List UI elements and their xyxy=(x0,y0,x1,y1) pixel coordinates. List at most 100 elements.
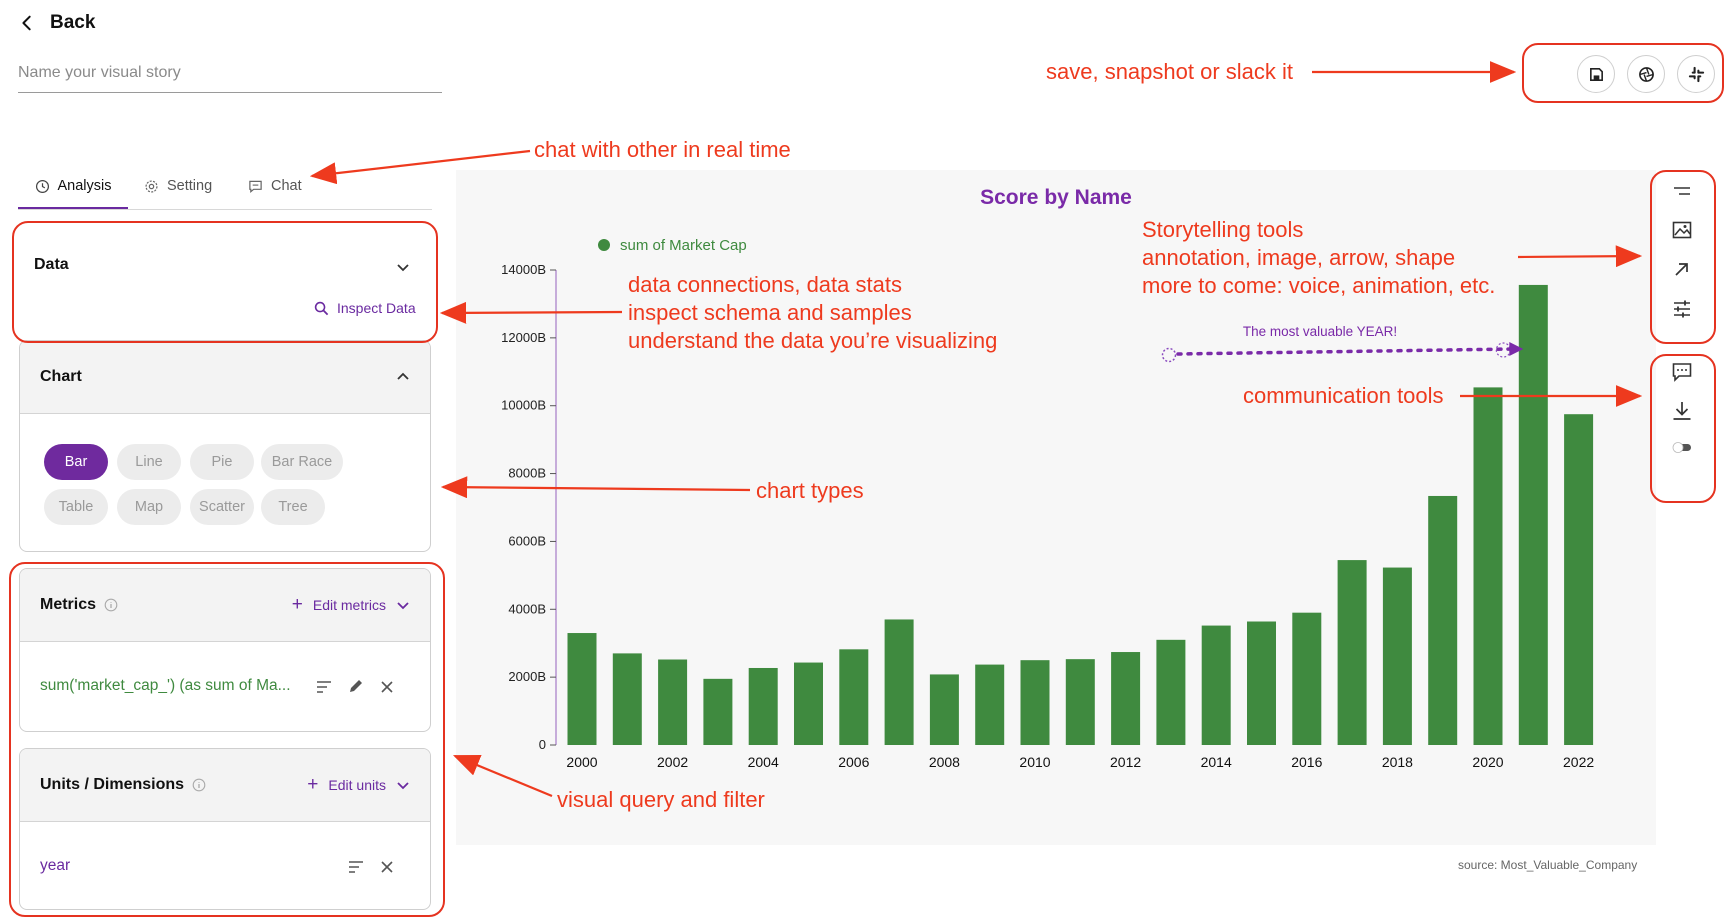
bar xyxy=(658,659,688,745)
metrics-panel-header: Metrics + Edit metrics xyxy=(20,569,430,642)
image-tool-button[interactable] xyxy=(1667,215,1697,245)
chart-type-line[interactable]: Line xyxy=(117,444,181,480)
save-button[interactable] xyxy=(1577,55,1615,93)
back-button[interactable]: Back xyxy=(18,12,95,34)
bar xyxy=(1111,652,1141,745)
tab-setting[interactable]: Setting xyxy=(144,165,212,207)
bar xyxy=(929,674,959,745)
chart-type-scatter[interactable]: Scatter xyxy=(190,489,254,525)
back-label: Back xyxy=(50,12,96,33)
bar xyxy=(1247,621,1276,745)
download-tool-button[interactable] xyxy=(1667,396,1697,426)
x-tick-label: 2006 xyxy=(838,754,869,770)
arrow-up-right-icon xyxy=(1675,263,1688,276)
chart-type-tree[interactable]: Tree xyxy=(261,489,325,525)
chart-type-pie[interactable]: Pie xyxy=(190,444,254,480)
info-icon xyxy=(104,598,118,612)
y-tick-label: 0 xyxy=(539,737,546,752)
inspect-data-link[interactable]: Inspect Data xyxy=(314,300,416,316)
bar xyxy=(612,653,642,745)
chevron-up-icon[interactable] xyxy=(396,370,410,384)
highlight-box xyxy=(12,221,438,343)
shape-tool-button[interactable] xyxy=(1667,294,1697,324)
annotation-tool-button[interactable] xyxy=(1667,176,1697,206)
x-tick-label: 2016 xyxy=(1291,754,1322,770)
toggle-icon xyxy=(1672,442,1691,453)
chevron-down-icon xyxy=(397,782,409,790)
callout-data-line: inspect schema and samples xyxy=(628,300,912,325)
search-icon xyxy=(314,301,329,315)
highlight-box xyxy=(1522,43,1724,103)
clock-icon xyxy=(35,179,49,193)
highlight-box xyxy=(1650,170,1716,344)
chart-panel-header[interactable]: Chart xyxy=(20,341,430,414)
close-icon[interactable] xyxy=(380,680,394,694)
sort-icon[interactable] xyxy=(316,680,332,694)
save-icon xyxy=(1589,67,1603,81)
bar xyxy=(1201,625,1231,745)
metrics-panel: Metrics + Edit metrics sum('market_cap_'… xyxy=(19,568,431,732)
y-tick-label: 12000B xyxy=(501,330,546,345)
x-tick-label: 2014 xyxy=(1201,754,1232,770)
unit-item[interactable]: year xyxy=(40,857,71,874)
tab-analysis[interactable]: Analysis xyxy=(18,165,128,209)
chart-area: Score by Name sum of Market Cap 0 2000B 4000… xyxy=(456,170,1656,845)
edit-metrics-button[interactable]: + Edit metrics xyxy=(291,594,410,615)
sliders-icon xyxy=(1674,300,1690,318)
metrics-panel-title: Metrics xyxy=(40,596,97,613)
chart-type-table[interactable]: Table xyxy=(44,489,108,525)
slack-button[interactable] xyxy=(1677,55,1715,93)
bar xyxy=(567,633,597,745)
image-icon xyxy=(1672,221,1692,239)
plus-icon: + xyxy=(291,594,303,615)
chat-icon xyxy=(249,180,262,193)
comment-tool-button[interactable] xyxy=(1667,357,1697,387)
story-name-input[interactable] xyxy=(18,58,442,93)
minus-icon xyxy=(1674,187,1690,195)
chart-type-map[interactable]: Map xyxy=(117,489,181,525)
bar xyxy=(1337,560,1367,745)
highlight-box xyxy=(9,562,445,917)
y-tick-label: 10000B xyxy=(501,398,546,413)
x-tick-label: 2008 xyxy=(929,754,960,770)
pencil-icon[interactable] xyxy=(348,678,364,694)
edit-units-button[interactable]: + Edit units xyxy=(307,774,410,795)
tab-label: Analysis xyxy=(57,178,112,194)
legend-marker xyxy=(598,239,610,251)
bar xyxy=(975,664,1005,745)
slack-icon xyxy=(1688,66,1704,82)
x-tick-label: 2000 xyxy=(566,754,597,770)
bar xyxy=(1382,567,1412,745)
chart-type-bar-race[interactable]: Bar Race xyxy=(261,444,343,480)
bar xyxy=(1564,414,1594,745)
units-panel: Units / Dimensions + Edit units year xyxy=(19,748,431,910)
callout-query: visual query and filter xyxy=(557,787,765,812)
bar xyxy=(1518,284,1548,745)
close-icon[interactable] xyxy=(380,860,394,874)
snapshot-button[interactable] xyxy=(1627,55,1665,93)
chevron-down-icon[interactable] xyxy=(396,260,410,274)
toggle-switch[interactable] xyxy=(1667,432,1697,462)
arrow-tool-button[interactable] xyxy=(1667,254,1697,284)
chart-title: Score by Name xyxy=(980,186,1132,209)
chevron-left-icon xyxy=(22,15,31,31)
annotation-arrowhead xyxy=(1509,342,1524,356)
bar xyxy=(1065,659,1095,745)
x-tick-label: 2012 xyxy=(1110,754,1141,770)
edit-metrics-label: Edit metrics xyxy=(312,597,386,613)
bar xyxy=(884,619,914,745)
y-tick-label: 8000B xyxy=(508,466,546,481)
callout-chat: chat with other in real time xyxy=(534,137,791,162)
callout-storytelling-title: Storytelling tools xyxy=(1142,217,1304,242)
comment-icon xyxy=(1672,363,1692,382)
tab-chat[interactable]: Chat xyxy=(248,165,302,207)
plus-icon: + xyxy=(307,774,319,795)
chart-source: source: Most_Valuable_Company xyxy=(1458,858,1638,872)
tab-label: Chat xyxy=(271,178,302,194)
y-tick-label: 14000B xyxy=(501,262,546,277)
metric-item[interactable]: sum('market_cap_') (as sum of Ma... xyxy=(40,677,291,694)
chart-type-bar[interactable]: Bar xyxy=(44,444,108,480)
callout-data-line: understand the data you’re visualizing xyxy=(628,328,998,353)
callout-storytelling-line: more to come: voice, animation, etc. xyxy=(1142,273,1496,298)
sort-icon[interactable] xyxy=(348,860,364,874)
